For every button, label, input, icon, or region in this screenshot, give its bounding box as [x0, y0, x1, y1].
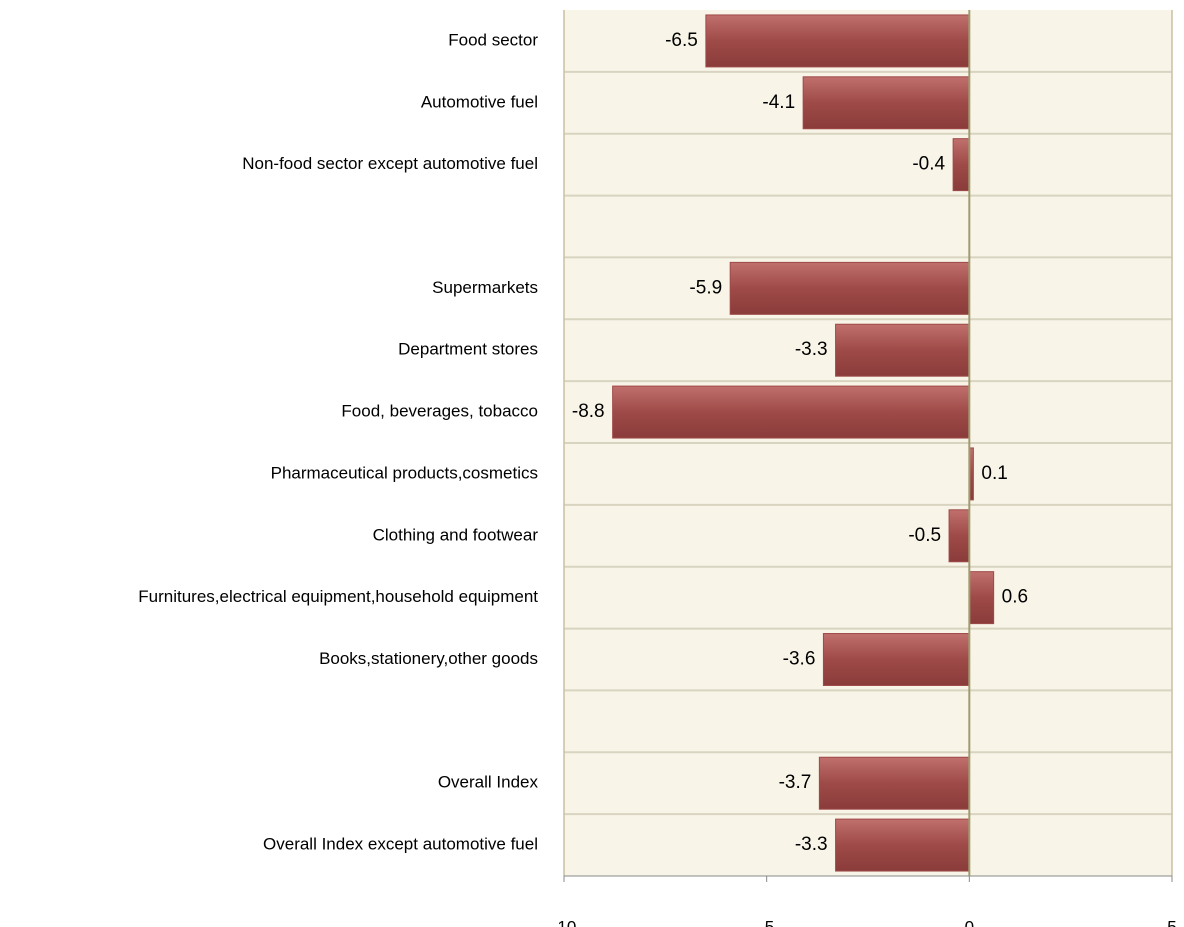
data-label: -3.7: [779, 772, 812, 793]
y-tick-label: Books,stationery,other goods: [319, 649, 538, 668]
bar: [835, 323, 970, 377]
data-label: -0.5: [908, 525, 941, 546]
bar: [802, 76, 970, 130]
data-label: -3.6: [783, 649, 816, 670]
y-tick-label: Supermarkets: [432, 278, 538, 297]
bar: [705, 14, 970, 68]
bar: [835, 818, 970, 872]
y-tick-label: Non-food sector except automotive fuel: [242, 154, 538, 173]
data-label: -4.1: [762, 92, 795, 113]
y-tick-label: Overall Index except automotive fuel: [263, 835, 538, 854]
bar: [612, 385, 970, 439]
y-tick-label: Department stores: [398, 340, 538, 359]
bar: [729, 261, 970, 315]
bar: [818, 756, 970, 810]
data-label: 0.6: [1002, 587, 1028, 608]
bar: [822, 633, 970, 686]
data-label: -5.9: [689, 277, 722, 298]
bar: [968, 571, 995, 625]
bar: [948, 509, 970, 563]
y-tick-label: Food, beverages, tobacco: [341, 402, 538, 421]
x-tick-label: -5: [759, 917, 774, 927]
y-tick-label: Food sector: [448, 30, 538, 49]
x-tick-label: 5: [1167, 917, 1176, 927]
data-label: -3.3: [795, 834, 828, 855]
y-tick-label: Clothing and footwear: [373, 525, 539, 544]
data-label: -8.8: [572, 401, 605, 422]
x-tick-label: 0: [965, 917, 974, 927]
data-label: 0.1: [981, 463, 1007, 484]
data-label: -0.4: [912, 154, 945, 175]
y-tick-label: Pharmaceutical products,cosmetics: [271, 463, 538, 482]
y-tick-label: Automotive fuel: [421, 92, 538, 111]
x-tick-label: -10: [552, 917, 577, 927]
data-label: -3.3: [795, 339, 828, 360]
y-tick-label: Furnitures,electrical equipment,househol…: [138, 587, 538, 606]
y-tick-label: Overall Index: [438, 773, 539, 792]
bar: [952, 138, 970, 192]
data-label: -6.5: [665, 30, 698, 51]
